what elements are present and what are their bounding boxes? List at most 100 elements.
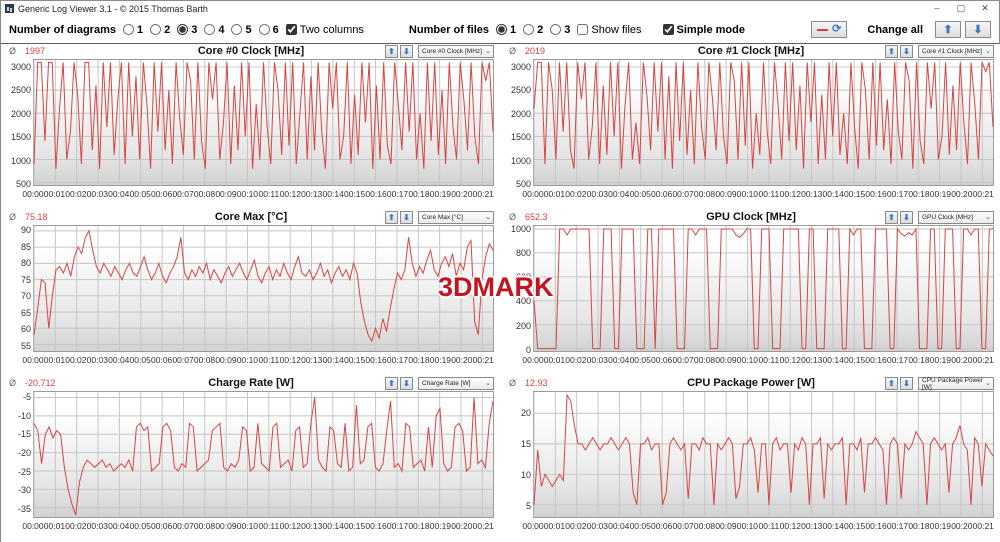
- chart-cell-0: Ø 1997 Core #0 Clock [MHz] ⬆ ⬇ Core #0 Cl…: [1, 44, 501, 210]
- window-title: Generic Log Viewer 3.1 - © 2015 Thomas B…: [18, 3, 208, 14]
- x-tick-label: 00:02: [65, 355, 87, 365]
- x-tick-label: 00:07: [172, 189, 194, 199]
- files-radio-input-1[interactable]: [496, 24, 507, 35]
- files-radio-1[interactable]: 1: [496, 24, 516, 36]
- diagrams-radio-input-2[interactable]: [150, 24, 162, 35]
- chart-move-up-button[interactable]: ⬆: [385, 211, 398, 224]
- show-files-checkbox-input[interactable]: [577, 24, 589, 35]
- show-files-checkbox[interactable]: Show files: [577, 24, 642, 36]
- x-tick-label: 00:06: [151, 189, 173, 199]
- y-tick-label: 500: [15, 179, 31, 190]
- diagrams-group-label: Number of diagrams: [9, 23, 116, 36]
- x-tick-label: 00:02: [65, 189, 87, 199]
- x-axis-labels: 00:00 00:01 00:02 00:03 00:04 00:05 00:06 00:07…: [22, 520, 494, 531]
- chart-metric-dropdown[interactable]: Core #0 Clock [MHz] ⌄: [418, 45, 494, 58]
- x-tick-label: 00:13: [301, 521, 323, 531]
- diagrams-radio-1[interactable]: 1: [122, 24, 143, 36]
- x-tick-label: 00:21: [972, 189, 994, 199]
- diagrams-radio-6[interactable]: 6: [258, 24, 279, 36]
- diagrams-radio-5[interactable]: 5: [231, 24, 252, 36]
- chart-move-up-button[interactable]: ⬆: [885, 45, 898, 58]
- y-tick-label: -25: [17, 466, 31, 477]
- y-tick-label: 75: [20, 274, 31, 285]
- x-tick-label: 00:10: [236, 189, 259, 199]
- x-tick-label: 00:12: [779, 189, 801, 199]
- charts-grid: Ø 1997 Core #0 Clock [MHz] ⬆ ⬇ Core #0 Cl…: [1, 44, 1000, 542]
- chart-move-down-button[interactable]: ⬇: [400, 211, 413, 224]
- x-tick-label: 00:05: [629, 355, 651, 365]
- simple-mode-checkbox[interactable]: Simple mode: [662, 24, 745, 36]
- chart-move-up-button[interactable]: ⬆: [885, 211, 898, 224]
- x-tick-label: 00:03: [586, 355, 608, 365]
- minimize-button[interactable]: –: [934, 3, 940, 13]
- change-all-up-button[interactable]: ⬆: [935, 21, 961, 38]
- line-style-refresh-button[interactable]: ⟳: [811, 21, 848, 38]
- series-line: [533, 227, 993, 350]
- files-radio-input-3[interactable]: [550, 24, 562, 35]
- x-tick-label: 00:06: [651, 521, 673, 531]
- chart-metric-dropdown[interactable]: Charge Rate [W] ⌄: [418, 377, 494, 390]
- chart-metric-dropdown[interactable]: Core Max [°C] ⌄: [418, 211, 494, 224]
- chart-controls: ⬆ ⬇ Core #1 Clock [MHz] ⌄: [883, 45, 994, 58]
- x-tick-label: 00:16: [865, 521, 887, 531]
- chart-header: Ø 12.93 CPU Package Power [W] ⬆ ⬇ CPU Pac…: [501, 376, 1000, 391]
- x-tick-label: 00:17: [386, 521, 409, 531]
- maximize-button[interactable]: ▢: [956, 3, 966, 13]
- diagrams-radio-2[interactable]: 2: [150, 24, 170, 36]
- chart-metric-dropdown[interactable]: CPU Package Power [W] ⌄: [918, 377, 994, 391]
- two-columns-checkbox[interactable]: Two columns: [285, 24, 364, 36]
- y-tick-label: 90: [20, 225, 31, 236]
- x-tick-label: 00:12: [279, 189, 301, 199]
- chart-move-down-button[interactable]: ⬇: [900, 211, 913, 224]
- y-tick-label: 2500: [510, 85, 531, 96]
- chart-metric-dropdown[interactable]: Core #1 Clock [MHz] ⌄: [918, 45, 994, 58]
- x-tick-label: 00:13: [801, 521, 823, 531]
- diagrams-radio-input-4[interactable]: [204, 24, 216, 35]
- y-tick-label: 1000: [510, 223, 531, 234]
- x-tick-label: 00:19: [429, 521, 452, 531]
- files-radio-3[interactable]: 3: [550, 24, 570, 36]
- chart-average: Ø 12.93: [509, 378, 548, 388]
- x-tick-label: 00:01: [543, 355, 566, 365]
- window-controls: – ▢ ✕: [925, 1, 997, 15]
- chart-header: Ø 75.18 Core Max [°C] ⬆ ⬇ Core Max [°C] ⌄: [1, 210, 501, 225]
- chart-metric-dropdown-value: Core Max [°C]: [422, 214, 463, 221]
- diagrams-radio-4[interactable]: 4: [204, 24, 224, 36]
- chart-move-down-button[interactable]: ⬇: [900, 377, 913, 390]
- simple-mode-checkbox-input[interactable]: [662, 24, 674, 35]
- x-tick-label: 00:20: [951, 355, 973, 365]
- x-tick-label: 00:11: [258, 521, 280, 531]
- diagrams-radio-3[interactable]: 3: [177, 24, 197, 36]
- x-tick-label: 00:08: [693, 189, 716, 199]
- x-tick-label: 00:12: [279, 355, 301, 365]
- two-columns-checkbox-input[interactable]: [285, 24, 297, 35]
- chart-move-up-button[interactable]: ⬆: [385, 45, 398, 58]
- x-axis-labels: 00:00 00:01 00:02 00:03 00:04 00:05 00:06 00:07…: [22, 354, 494, 365]
- chart-metric-dropdown[interactable]: GPU Clock [MHz] ⌄: [918, 211, 994, 224]
- close-button[interactable]: ✕: [981, 3, 989, 13]
- x-tick-label: 00:21: [972, 521, 994, 531]
- change-all-down-button[interactable]: ⬇: [965, 21, 991, 38]
- x-tick-label: 00:18: [408, 521, 430, 531]
- chart-move-down-button[interactable]: ⬇: [400, 45, 413, 58]
- average-value: 1997: [25, 46, 46, 56]
- x-tick-label: 00:08: [193, 189, 216, 199]
- chart-average: Ø 652.3: [509, 212, 548, 222]
- x-tick-label: 00:00: [522, 189, 544, 199]
- chart-average: Ø -20.712: [9, 378, 56, 388]
- diagrams-radio-input-5[interactable]: [231, 24, 243, 35]
- chart-header: Ø 652.3 GPU Clock [MHz] ⬆ ⬇ GPU Clock [MH…: [501, 210, 1000, 225]
- chart-move-up-button[interactable]: ⬆: [385, 377, 398, 390]
- files-radio-2[interactable]: 2: [523, 24, 543, 36]
- diagrams-radio-input-6[interactable]: [258, 24, 270, 35]
- diagrams-radio-input-3[interactable]: [177, 24, 189, 35]
- files-radio-input-2[interactable]: [523, 24, 535, 35]
- x-tick-label: 00:01: [543, 189, 566, 199]
- x-tick-label: 00:16: [865, 355, 887, 365]
- chart-title: Core Max [°C]: [214, 211, 288, 223]
- x-tick-label: 00:16: [865, 189, 887, 199]
- chart-move-down-button[interactable]: ⬇: [400, 377, 413, 390]
- diagrams-radio-input-1[interactable]: [122, 24, 134, 35]
- chart-move-down-button[interactable]: ⬇: [900, 45, 913, 58]
- chart-move-up-button[interactable]: ⬆: [885, 377, 898, 390]
